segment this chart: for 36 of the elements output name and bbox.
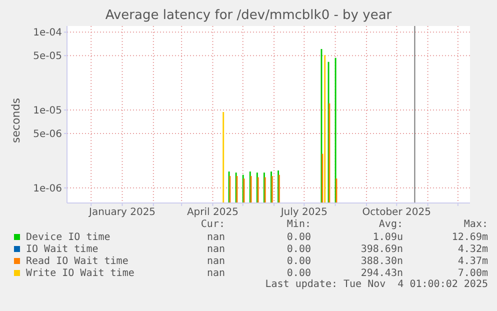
x-tick-label: October 2025 <box>362 207 431 218</box>
text: 294.43n <box>360 268 403 278</box>
text: nan <box>206 244 225 254</box>
text: Last update: Tue Nov 4 01:00:02 2025 <box>264 279 488 291</box>
y-tick-label: 1e-04 <box>33 28 62 39</box>
text: nan <box>206 256 225 266</box>
text: Cur: <box>200 219 225 231</box>
legend-label: IO Wait time <box>26 244 98 254</box>
legend-label: Read IO Wait time <box>26 256 128 266</box>
legend-label: Device IO time <box>26 232 110 242</box>
x-tick-label: July 2025 <box>280 207 328 218</box>
text: nan <box>206 232 225 242</box>
x-tick-label: April 2025 <box>186 207 238 218</box>
y-tick-label: 5e-05 <box>33 51 62 62</box>
y-axis-title: seconds <box>10 97 22 145</box>
text: 0.00 <box>286 256 311 266</box>
y-tick-label: 5e-06 <box>33 129 62 140</box>
text: 0.00 <box>286 268 311 278</box>
x-tick-label: January 2025 <box>88 207 156 218</box>
text: 0.00 <box>286 232 311 242</box>
text: Max: <box>462 219 488 231</box>
y-tick-label: 1e-05 <box>33 106 62 117</box>
text: nan <box>206 268 225 278</box>
text: 388.30n <box>360 256 403 266</box>
text: 1.09u <box>372 232 403 242</box>
text: Avg: <box>378 219 403 231</box>
text: 4.37m <box>456 256 488 266</box>
text: 12.69m <box>450 232 488 242</box>
y-tick-label: 1e-06 <box>33 183 62 194</box>
text: Min: <box>286 219 311 231</box>
text: 4.32m <box>456 244 488 254</box>
text: 0.00 <box>286 244 311 254</box>
chart-title: Average latency for /dev/mmcblk0 - by year <box>104 8 393 23</box>
text: 398.69n <box>360 244 403 254</box>
text: 7.00m <box>456 268 488 278</box>
legend-label: Write IO Wait time <box>26 268 134 278</box>
